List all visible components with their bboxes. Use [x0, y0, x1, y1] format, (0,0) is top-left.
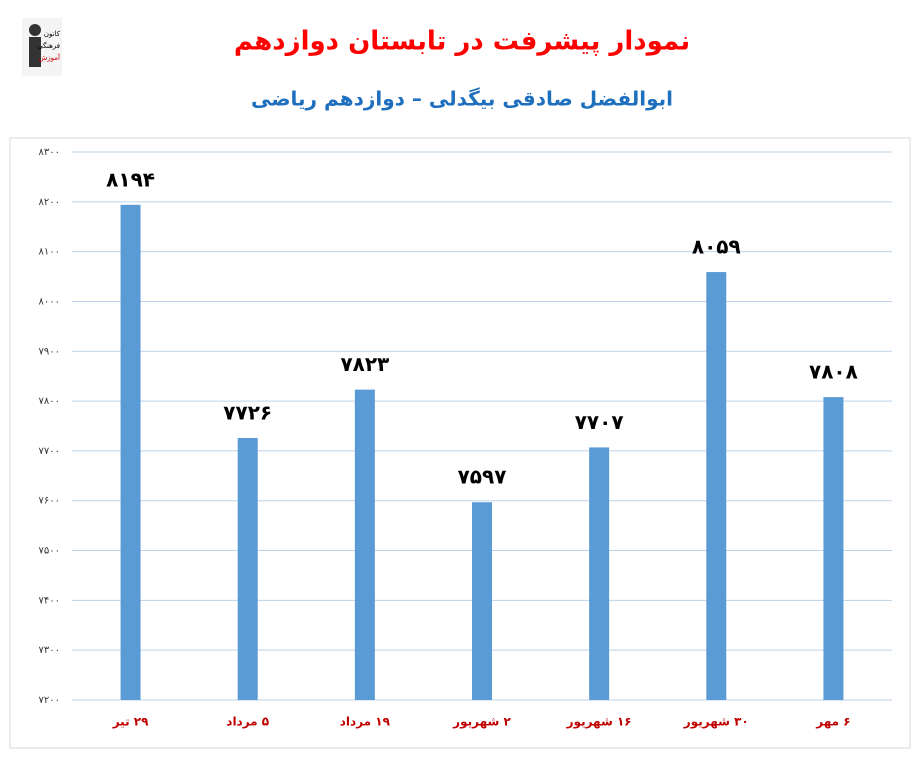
- bar: [120, 204, 141, 701]
- y-tick-label: ۷۶۰۰: [39, 496, 60, 507]
- y-tick-label: ۷۴۰۰: [39, 595, 60, 606]
- logo: کانون فرهنگی آموزش: [22, 18, 62, 76]
- y-tick-label: ۸۳۰۰: [39, 147, 60, 158]
- data-label: ۷۸۲۳: [340, 352, 389, 376]
- logo-icon: [29, 37, 41, 67]
- bar: [354, 389, 375, 700]
- x-tick-label: ۵ مرداد: [226, 715, 269, 729]
- y-tick-label: ۸۱۰۰: [39, 247, 60, 258]
- bar: [589, 447, 610, 700]
- bar: [823, 397, 844, 700]
- y-tick-label: ۷۹۰۰: [39, 346, 60, 357]
- chart-title: نمودار پیشرفت در تابستان دوازدهم: [234, 27, 690, 57]
- y-tick-label: ۸۰۰۰: [39, 296, 60, 307]
- data-label: ۷۸۰۸: [809, 360, 858, 384]
- data-label: ۷۵۹۷: [458, 465, 507, 489]
- x-tick-label: ۳۰ شهریور: [683, 715, 749, 730]
- bar: [706, 272, 727, 700]
- y-tick-label: ۷۵۰۰: [39, 546, 60, 557]
- data-label: ۷۷۲۶: [223, 400, 272, 424]
- logo-icon: [29, 24, 41, 36]
- bar: [237, 437, 258, 700]
- data-label: ۸۰۵۹: [692, 235, 741, 259]
- y-tick-label: ۷۷۰۰: [39, 446, 60, 457]
- chart-subtitle: ابوالفضل صادقی بیگدلی – دوازدهم ریاضی: [251, 87, 673, 111]
- y-tick-label: ۷۲۰۰: [39, 695, 60, 706]
- y-tick-label: ۷۸۰۰: [39, 396, 60, 407]
- x-tick-label: ۶ مهر: [815, 715, 850, 729]
- bar: [472, 502, 492, 700]
- x-tick-label: ۲ شهریور: [452, 715, 511, 730]
- data-label: ۸۱۹۴: [106, 167, 155, 191]
- y-tick-label: ۸۲۰۰: [39, 197, 60, 208]
- chart-frame: [9, 137, 911, 749]
- x-tick-label: ۱۶ شهریور: [566, 715, 632, 730]
- logo-text: فرهنگی: [37, 41, 60, 50]
- y-tick-label: ۷۳۰۰: [39, 645, 60, 656]
- logo-text: آموزش: [39, 53, 61, 62]
- x-tick-label: ۱۹ مرداد: [340, 715, 391, 729]
- x-tick-label: ۲۹ تیر: [112, 715, 149, 729]
- logo-box: [22, 18, 62, 76]
- logo-text: کانون: [44, 30, 61, 38]
- data-label: ۷۷۰۷: [575, 410, 624, 434]
